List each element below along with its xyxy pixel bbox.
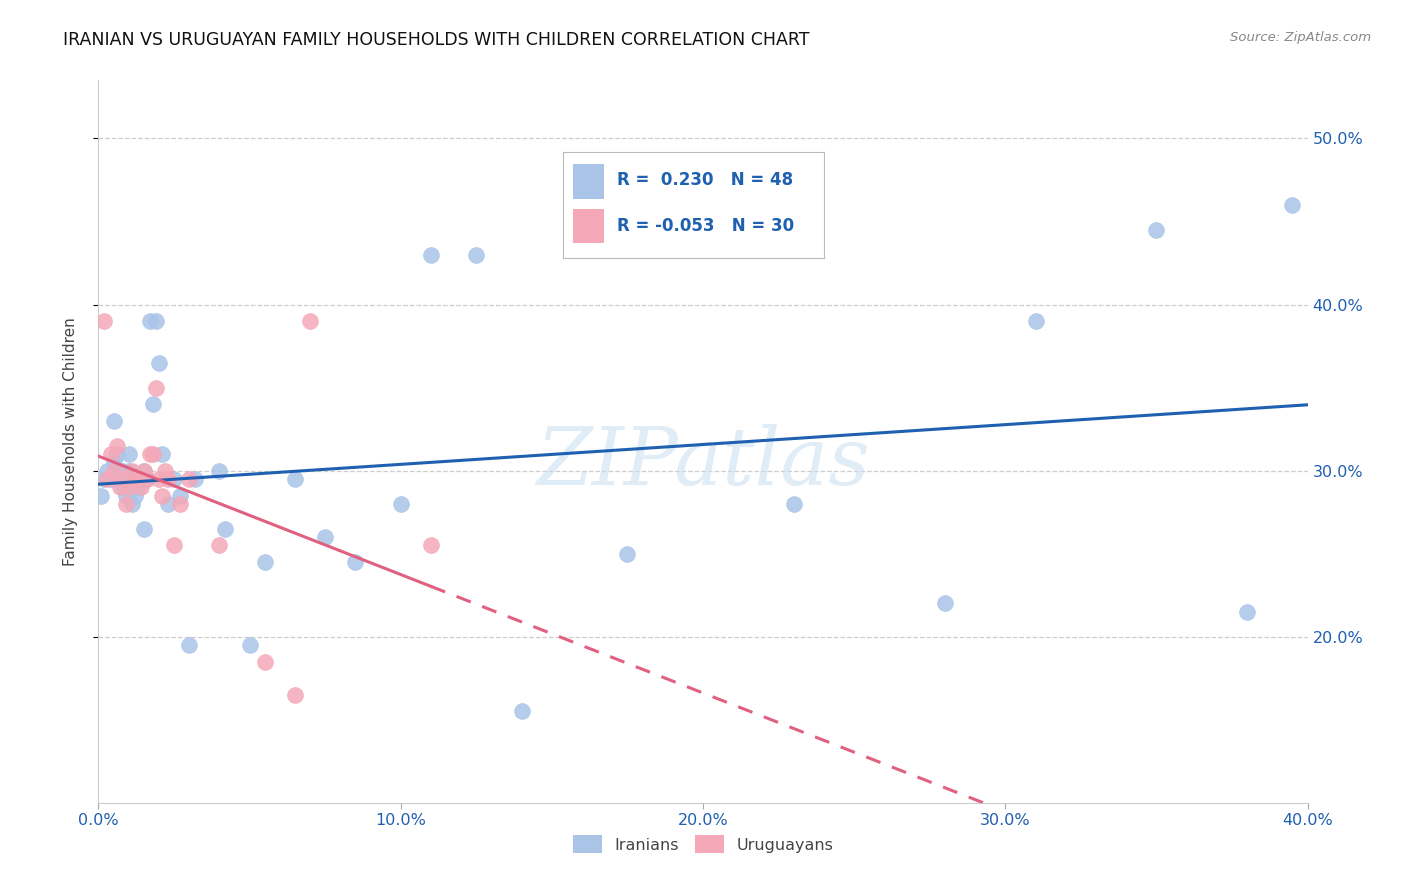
- Legend: Iranians, Uruguayans: Iranians, Uruguayans: [567, 829, 839, 860]
- Point: [124, 489, 146, 503]
- Point: [103, 414, 125, 428]
- Point: [314, 530, 336, 544]
- Point: [169, 489, 191, 503]
- Point: [96, 464, 118, 478]
- Point: [111, 472, 134, 486]
- Point: [127, 480, 149, 494]
- Point: [124, 472, 146, 486]
- Point: [118, 480, 141, 494]
- Y-axis label: Family Households with Children: Family Households with Children: [63, 318, 77, 566]
- Point: [284, 472, 307, 486]
- Point: [142, 447, 165, 461]
- Point: [145, 380, 167, 394]
- Point: [127, 472, 149, 486]
- Point: [208, 464, 231, 478]
- Bar: [574, 209, 605, 244]
- Point: [142, 397, 165, 411]
- Point: [96, 472, 118, 486]
- Point: [344, 555, 367, 569]
- Point: [108, 480, 131, 494]
- Point: [163, 472, 186, 486]
- Point: [169, 497, 191, 511]
- Text: R = -0.053   N = 30: R = -0.053 N = 30: [617, 218, 794, 235]
- Text: Source: ZipAtlas.com: Source: ZipAtlas.com: [1230, 31, 1371, 45]
- Point: [93, 314, 115, 328]
- Point: [108, 472, 131, 486]
- Bar: [574, 164, 605, 199]
- Point: [934, 597, 956, 611]
- Point: [100, 447, 122, 461]
- Point: [153, 464, 176, 478]
- Point: [114, 497, 136, 511]
- Point: [118, 447, 141, 461]
- Point: [465, 248, 488, 262]
- Point: [1236, 605, 1258, 619]
- Point: [132, 464, 155, 478]
- Point: [111, 480, 134, 494]
- Point: [616, 547, 638, 561]
- Point: [103, 455, 125, 469]
- Point: [114, 489, 136, 503]
- Point: [129, 472, 152, 486]
- Point: [139, 314, 162, 328]
- Point: [105, 439, 128, 453]
- Point: [150, 447, 173, 461]
- Point: [118, 464, 141, 478]
- Point: [90, 489, 112, 503]
- Text: R =  0.230   N = 48: R = 0.230 N = 48: [617, 171, 793, 189]
- Point: [1024, 314, 1046, 328]
- Point: [129, 480, 152, 494]
- Point: [1281, 198, 1303, 212]
- Point: [284, 688, 307, 702]
- Point: [389, 497, 412, 511]
- Point: [111, 464, 134, 478]
- Point: [93, 472, 115, 486]
- Point: [510, 705, 533, 719]
- Point: [132, 522, 155, 536]
- Point: [103, 464, 125, 478]
- Point: [121, 464, 143, 478]
- Text: ZIPatlas: ZIPatlas: [536, 425, 870, 502]
- Point: [150, 489, 173, 503]
- Point: [156, 472, 179, 486]
- Point: [148, 356, 170, 370]
- Point: [163, 538, 186, 552]
- Point: [156, 497, 179, 511]
- Point: [1144, 223, 1167, 237]
- Point: [139, 447, 162, 461]
- Point: [105, 447, 128, 461]
- Point: [783, 497, 806, 511]
- Point: [100, 472, 122, 486]
- Point: [184, 472, 207, 486]
- Point: [420, 248, 443, 262]
- Point: [253, 555, 276, 569]
- Point: [145, 314, 167, 328]
- Point: [135, 472, 157, 486]
- Point: [148, 472, 170, 486]
- Point: [135, 472, 157, 486]
- Point: [239, 638, 262, 652]
- Point: [179, 472, 201, 486]
- Point: [179, 638, 201, 652]
- Point: [420, 538, 443, 552]
- Text: IRANIAN VS URUGUAYAN FAMILY HOUSEHOLDS WITH CHILDREN CORRELATION CHART: IRANIAN VS URUGUAYAN FAMILY HOUSEHOLDS W…: [63, 31, 810, 49]
- Point: [132, 464, 155, 478]
- Point: [121, 497, 143, 511]
- Point: [253, 655, 276, 669]
- Point: [214, 522, 236, 536]
- Point: [208, 538, 231, 552]
- Point: [299, 314, 322, 328]
